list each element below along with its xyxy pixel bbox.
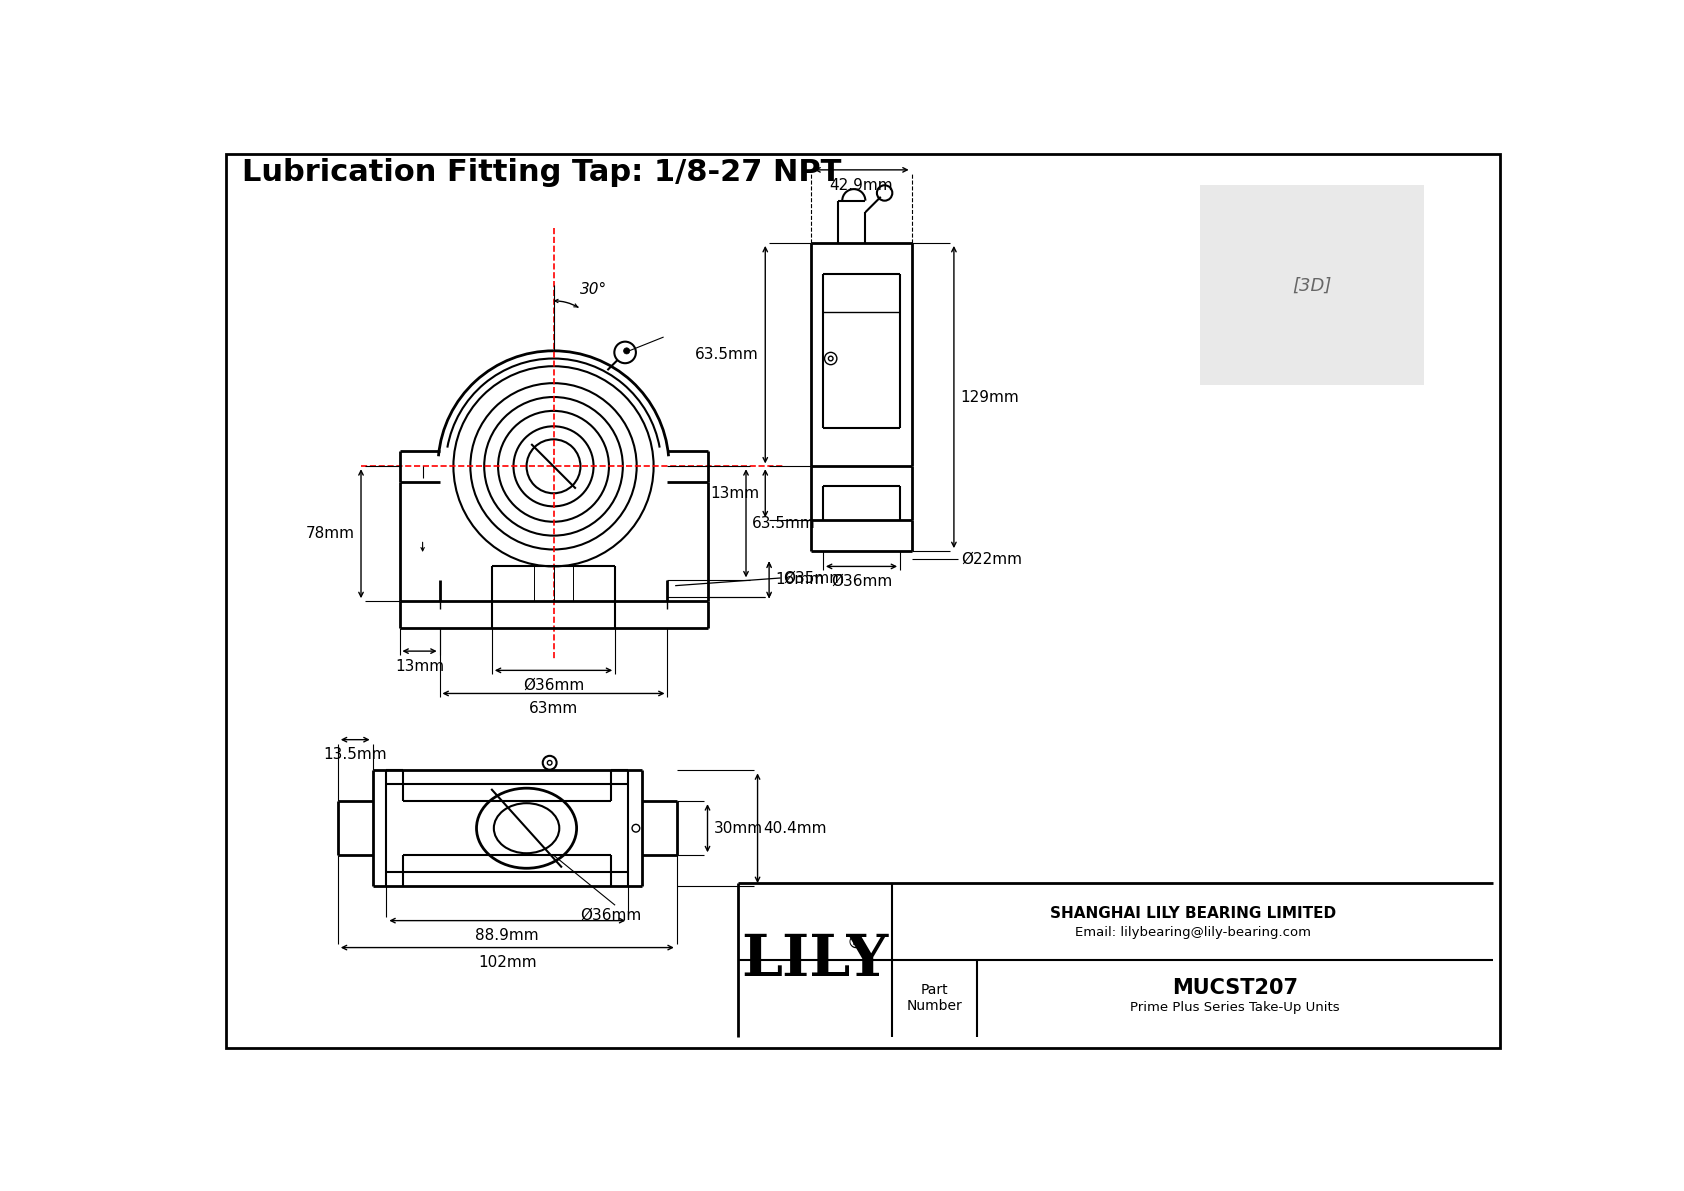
Circle shape <box>623 348 630 354</box>
Text: MUCST207: MUCST207 <box>1172 978 1298 998</box>
Text: [3D]: [3D] <box>1292 276 1332 294</box>
Text: Prime Plus Series Take-Up Units: Prime Plus Series Take-Up Units <box>1130 1002 1340 1014</box>
Text: Email: lilybearing@lily-bearing.com: Email: lilybearing@lily-bearing.com <box>1074 925 1310 939</box>
Text: 30mm: 30mm <box>714 821 763 836</box>
Text: 63.5mm: 63.5mm <box>695 347 759 362</box>
Text: 102mm: 102mm <box>478 955 537 971</box>
Text: 63mm: 63mm <box>529 701 578 716</box>
Text: ®: ® <box>847 934 864 952</box>
Text: Ø36mm: Ø36mm <box>524 678 584 693</box>
Text: 16mm: 16mm <box>775 573 825 587</box>
Text: 88.9mm: 88.9mm <box>475 928 539 943</box>
Text: 13mm: 13mm <box>711 486 759 500</box>
Text: 30°: 30° <box>581 282 608 297</box>
Text: SHANGHAI LILY BEARING LIMITED: SHANGHAI LILY BEARING LIMITED <box>1049 906 1335 921</box>
Text: 13.5mm: 13.5mm <box>323 748 387 762</box>
Bar <box>1201 186 1423 386</box>
Text: 13mm: 13mm <box>396 659 445 674</box>
Text: 40.4mm: 40.4mm <box>765 821 827 836</box>
Text: Ø36mm: Ø36mm <box>830 574 893 590</box>
Text: Ø35mm: Ø35mm <box>783 570 844 586</box>
Text: 42.9mm: 42.9mm <box>830 177 893 193</box>
Text: 78mm: 78mm <box>306 526 355 541</box>
Text: Ø36mm: Ø36mm <box>581 908 642 923</box>
Text: Lubrication Fitting Tap: 1/8-27 NPT: Lubrication Fitting Tap: 1/8-27 NPT <box>242 158 840 187</box>
Text: 63.5mm: 63.5mm <box>753 516 817 531</box>
Text: Ø22mm: Ø22mm <box>962 551 1022 566</box>
Text: LILY: LILY <box>741 931 889 987</box>
Text: 129mm: 129mm <box>960 389 1019 405</box>
Text: Part
Number: Part Number <box>906 984 963 1014</box>
